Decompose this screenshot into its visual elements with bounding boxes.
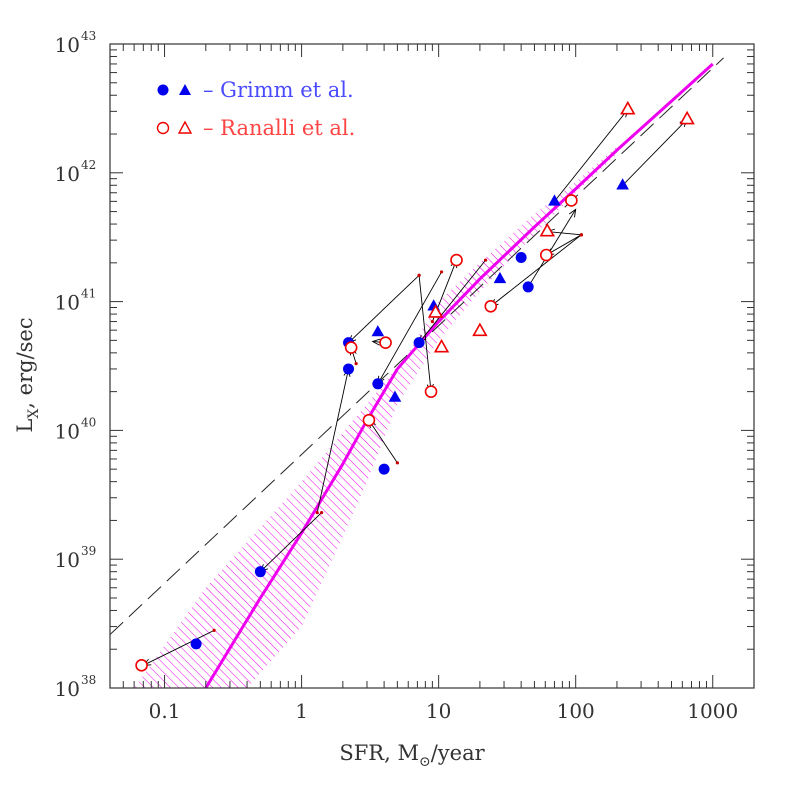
grimm-circle-6 <box>413 337 425 349</box>
y-tick-label-5: 10 <box>55 33 80 57</box>
arrow-head-9 <box>371 338 381 346</box>
legend-ranalli-text: – Ranalli et al. <box>203 116 355 140</box>
arrow-line-6 <box>418 259 486 343</box>
ranalli-circle-4 <box>424 385 438 398</box>
grimm-circle-5 <box>378 463 390 475</box>
arrow-line-2 <box>316 368 349 513</box>
ranalli-circle-8 <box>565 194 578 207</box>
ranalli-triangle-13 <box>620 100 636 115</box>
arrow-start-dot-13 <box>579 233 583 237</box>
arrow-head-16 <box>568 208 577 218</box>
grimm-triangle-13 <box>548 194 561 206</box>
y-tick-exponent-3: 41 <box>81 287 96 301</box>
axis-ticks <box>109 44 755 689</box>
arrow-start-dot-4 <box>417 273 421 277</box>
arrow-line-11 <box>547 231 582 236</box>
arrow-line-16 <box>527 209 577 288</box>
ranalli-circle-3 <box>362 413 376 427</box>
arrow-line-0 <box>143 630 215 666</box>
arrow-start-dot-8 <box>430 319 434 324</box>
y-tick-label-4: 10 <box>55 162 80 186</box>
grimm-triangle-12 <box>493 271 507 284</box>
ranalli-triangle-10 <box>433 338 450 353</box>
arrow-start-dot-5 <box>439 270 444 274</box>
arrow-line-5 <box>377 271 442 385</box>
legend: – Grimm et al. – Ranalli et al. <box>156 78 355 140</box>
grimm-circle-4 <box>372 378 384 390</box>
y-tick-exponent-5: 43 <box>81 29 96 43</box>
x-tick-label-2: 10 <box>426 699 451 723</box>
arrow-line-4 <box>418 275 432 392</box>
ranalli-triangle-11 <box>472 322 488 337</box>
y-tick-exponent-0: 38 <box>81 673 96 687</box>
y-tick-exponent-2: 40 <box>81 415 96 429</box>
markers-group <box>135 100 695 672</box>
legend-ranalli-triangle-marker <box>177 120 193 134</box>
grimm-triangle-10 <box>388 390 402 402</box>
model-uncertainty-band <box>134 146 617 688</box>
ranalli-circle-1 <box>344 341 358 354</box>
y-tick-label-3: 10 <box>55 291 80 315</box>
y-axis-label: LX, erg/sec <box>13 317 42 432</box>
legend-ranalli-circle-marker <box>156 121 170 135</box>
x-tick-label-1: 1 <box>295 699 308 723</box>
x-tick-label-3: 100 <box>557 699 595 723</box>
y-tick-label-0: 10 <box>55 677 80 701</box>
ranalli-circle-2 <box>379 336 392 349</box>
arrow-14 <box>552 108 629 203</box>
arrow-line-15 <box>622 119 688 186</box>
model-curve <box>204 62 714 688</box>
plot-area <box>110 57 724 688</box>
ranalli-circle-5 <box>450 253 463 267</box>
arrow-start-dot-7 <box>395 461 399 465</box>
legend-grimm-triangle-marker <box>179 84 191 95</box>
legend-grimm-text: – Grimm et al. <box>203 78 354 102</box>
grimm-circle-8 <box>522 281 534 293</box>
arrow-line-7 <box>368 419 398 464</box>
y-tick-label-2: 10 <box>55 419 80 443</box>
x-tick-label-0: 0.1 <box>149 699 181 723</box>
arrow-3 <box>347 273 421 344</box>
ranalli-triangle-14 <box>679 110 695 125</box>
arrow-start-dot-2 <box>315 511 319 515</box>
grimm-triangle-14 <box>616 178 629 190</box>
arrow-start-dot-1 <box>320 511 324 515</box>
ranalli-circle-0 <box>135 659 148 672</box>
x-tick-label-4: 1000 <box>687 699 738 723</box>
grimm-circle-7 <box>515 251 527 263</box>
legend-grimm-circle-marker <box>157 84 169 96</box>
arrow-start-dot-10 <box>354 362 358 366</box>
grimm-circle-3 <box>343 363 355 375</box>
ranalli-circle-7 <box>539 248 553 262</box>
arrow-start-dot-6 <box>483 258 488 262</box>
arrow-line-13 <box>490 234 582 307</box>
arrow-line-14 <box>554 109 629 202</box>
grimm-triangle-9 <box>371 325 385 337</box>
grimm-circle-0 <box>190 638 202 650</box>
y-tick-label-1: 10 <box>55 548 80 572</box>
x-axis-label: SFR, M⊙/year <box>339 741 485 770</box>
y-tick-exponent-4: 42 <box>81 158 96 172</box>
arrow-line-1 <box>260 512 322 573</box>
ranalli-circle-6 <box>484 299 498 313</box>
grimm-circle-1 <box>254 566 266 578</box>
arrow-line-12 <box>546 234 582 256</box>
arrow-start-dot-0 <box>212 628 216 633</box>
ranalli-triangle-9 <box>427 304 444 318</box>
y-tick-exponent-1: 39 <box>81 544 96 558</box>
ranalli-triangle-12 <box>539 222 555 237</box>
arrow-line-3 <box>348 274 420 343</box>
arrow-15 <box>621 118 688 187</box>
